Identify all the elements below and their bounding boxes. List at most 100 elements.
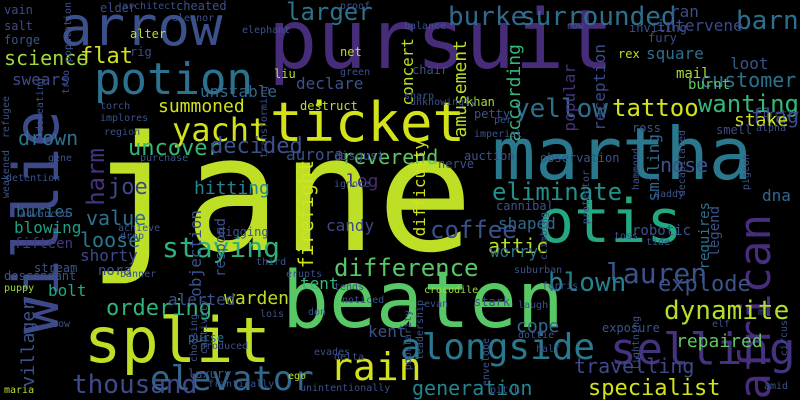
- word-drown: drown: [18, 126, 79, 150]
- word-elephant: elephant: [242, 25, 291, 36]
- word-population: population: [63, 2, 74, 63]
- word-rex: rex: [618, 47, 640, 61]
- word-sharp: sharp: [404, 91, 435, 102]
- word-region: region: [104, 127, 141, 138]
- word-blowing: blowing: [14, 218, 82, 237]
- word-flag: flag: [750, 104, 799, 128]
- word-advanced: advanced: [20, 209, 69, 220]
- word-eliminate: eliminate: [492, 178, 623, 206]
- word-frantically: frantically: [208, 379, 275, 390]
- word-forge: forge: [4, 33, 41, 47]
- word-nerve: nerve: [438, 157, 475, 171]
- word-jane: jane: [88, 101, 474, 288]
- word-nora: nora: [98, 263, 132, 279]
- word-popular: popular: [560, 64, 579, 132]
- word-aurora: aurora: [286, 145, 344, 164]
- word-delta: delta: [334, 352, 365, 363]
- word-green: green: [340, 67, 371, 78]
- word-intervene: intervene: [656, 16, 743, 35]
- word-implores: implores: [100, 113, 149, 124]
- word-rig: rig: [130, 45, 152, 59]
- word-loot: loot: [730, 54, 769, 73]
- word-noticed: noticed: [342, 295, 385, 306]
- word-alongside: alongside: [400, 327, 596, 368]
- word-cope: cope: [516, 316, 560, 337]
- word-decapitated: decapitated: [677, 130, 688, 197]
- word-ordering: ordering: [106, 296, 212, 321]
- word-rain: rain: [330, 345, 422, 389]
- word-tide: tide: [646, 237, 671, 248]
- word-evades: evades: [314, 347, 351, 358]
- word-pretty: pretty: [762, 109, 799, 120]
- word-digging: digging: [218, 225, 269, 239]
- word-imperial: imperial: [474, 129, 523, 140]
- word-nose: nose: [660, 153, 709, 177]
- word-tends: tends: [334, 282, 365, 293]
- word-hitting: hitting: [194, 178, 270, 199]
- word-luxury: luxury: [188, 367, 232, 381]
- word-yellow: yellow: [514, 94, 608, 124]
- word-ran: ran: [670, 2, 699, 21]
- word-row: row: [566, 21, 585, 32]
- word-larger: larger: [286, 0, 373, 26]
- word-kent: kent: [368, 322, 407, 341]
- word-cow: cow: [52, 319, 71, 330]
- word-villager: villager: [18, 300, 39, 387]
- word-firefight: firefight: [294, 160, 318, 269]
- word-net: net: [340, 45, 362, 59]
- word-refugee: refugee: [1, 96, 12, 139]
- word-choosing: choosing: [189, 314, 200, 363]
- word-shorty: shorty: [80, 246, 138, 265]
- word-descendant: descendant: [4, 269, 77, 283]
- word-alpha: alpha: [756, 123, 787, 134]
- word-elf: elf: [712, 319, 731, 330]
- word-cannibal: cannibal: [496, 199, 554, 213]
- word-inviting: inviting: [629, 21, 687, 35]
- word-mail: mail: [676, 66, 710, 82]
- word-drop: drop: [120, 231, 145, 242]
- word-auction: auction: [464, 149, 515, 163]
- word-amusement: amusement: [450, 40, 471, 138]
- word-captivity: captivity: [199, 300, 210, 355]
- word-beaten: beaten: [282, 256, 564, 346]
- word-loose: loose: [80, 228, 141, 252]
- word-produced: produced: [200, 341, 249, 352]
- word-cheated: cheated: [176, 0, 227, 13]
- word-observation: observation: [540, 151, 620, 165]
- word-stark: stark: [474, 295, 511, 309]
- word-petty: petty: [474, 107, 511, 121]
- word-disgust: disgust: [334, 149, 385, 163]
- word-dottie: dottie: [518, 330, 555, 341]
- word-toss: toss: [614, 231, 639, 242]
- word-mi: mi: [758, 307, 771, 318]
- word-transforming: transforming: [259, 86, 270, 159]
- word-trio: trio: [61, 70, 72, 95]
- word-leadership: leadership: [415, 300, 426, 361]
- word-swears: swears: [12, 70, 70, 89]
- word-banner: banner: [120, 269, 157, 280]
- word-potion: potion: [94, 54, 253, 105]
- word-maria: maria: [4, 385, 35, 396]
- word-bolt: bolt: [48, 281, 87, 300]
- word-khan: khan: [466, 95, 495, 109]
- word-hammond: hammond: [631, 148, 642, 191]
- word-thousand: thousand: [72, 370, 198, 400]
- word-popularity: popularity: [403, 310, 414, 371]
- word-dna: dna: [762, 186, 791, 205]
- word-lauren: lauren: [606, 257, 708, 290]
- word-ticket: ticket: [270, 91, 466, 154]
- word-destruct: destruct: [300, 99, 358, 113]
- word-stream: stream: [34, 261, 78, 275]
- word-exposure: exposure: [602, 321, 660, 335]
- word-ego: ego: [288, 371, 307, 382]
- word-repaired: repaired: [676, 331, 763, 352]
- word-erupts: erupts: [286, 269, 323, 280]
- word-customer: customer: [700, 68, 797, 92]
- word-pigeon: pigeon: [741, 154, 752, 191]
- word-puppy: puppy: [4, 283, 35, 294]
- word-half: half: [536, 344, 561, 355]
- word-smell: smell: [716, 123, 753, 137]
- word-unintentionally: unintentionally: [300, 383, 391, 394]
- word-harm: harm: [82, 148, 110, 206]
- word-reverend: reverend: [342, 145, 439, 169]
